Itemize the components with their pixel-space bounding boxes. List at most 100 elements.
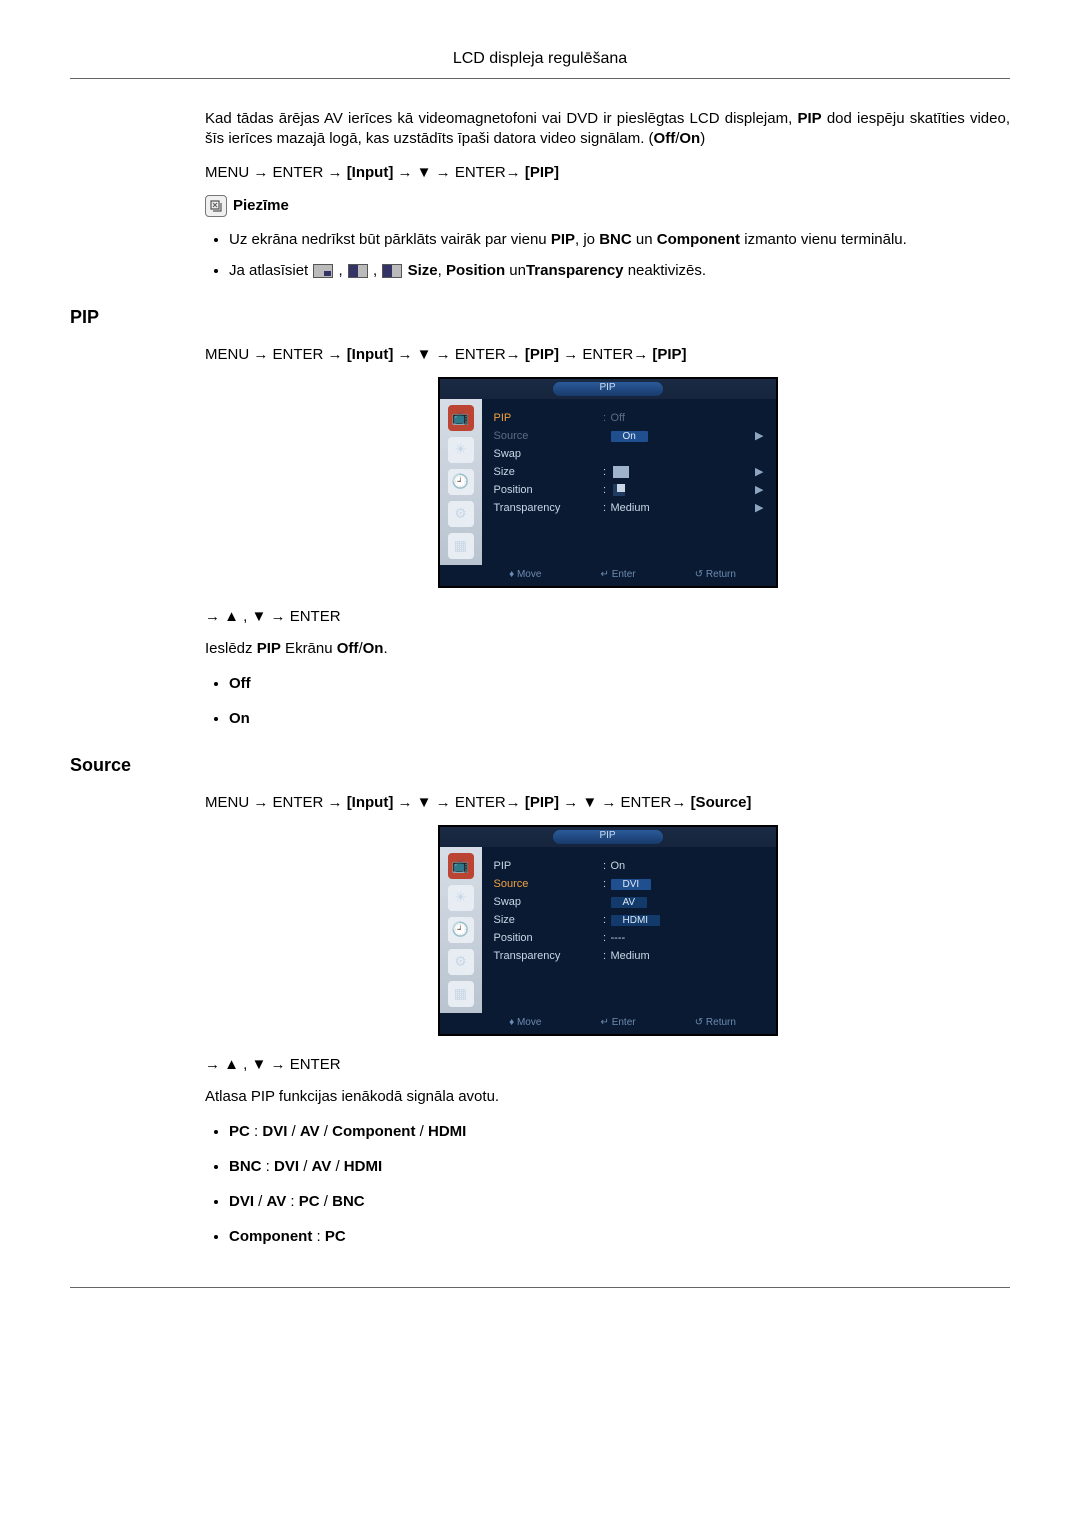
nav-pip-label: [PIP] (525, 346, 559, 363)
nav-text: → ▼ → ENTER→ (393, 346, 525, 363)
size-word: Size (403, 262, 437, 279)
osd-footer-enter: ↵ Enter (601, 569, 636, 580)
text: un (505, 262, 526, 279)
nav-sequence-3: MENU → ENTER → [Input] → ▼ → ENTER→ [PIP… (205, 794, 1010, 811)
pip-word: PIP (257, 640, 281, 657)
pip-desc: Ieslēdz PIP Ekrānu Off/On. (205, 639, 1010, 659)
sidebar-sound-icon: 🕘 (448, 917, 474, 943)
content-area: Kad tādas ārējas AV ierīces kā videomagn… (205, 109, 1010, 1247)
osd-footer-enter: ↵ Enter (601, 1017, 636, 1028)
nav-sequence-2: MENU → ENTER → [Input] → ▼ → ENTER→ [PIP… (205, 346, 1010, 363)
list-item-off: Off (229, 673, 1010, 694)
osd-row-pip: PIP (494, 860, 599, 872)
note-item-2: Ja atlasīsiet , , Size, Position unTrans… (229, 260, 1010, 281)
text: izmanto vienu terminālu. (740, 231, 907, 248)
page: LCD displeja regulēšana Kad tādas ārējas… (0, 0, 1080, 1348)
nav-input-label: [Input] (347, 794, 394, 811)
osd-row-transparency: Transparency (494, 950, 599, 962)
sidebar-setup-icon: ⚙ (448, 501, 474, 527)
osd-row-swap: Swap (494, 896, 599, 908)
source-options-list: PC : DVI / AV / Component / HDMI BNC : D… (205, 1121, 1010, 1247)
osd-val-on: On (611, 431, 648, 442)
list-item-bnc: BNC : DVI / AV / HDMI (229, 1156, 1010, 1177)
intro-on: On (679, 130, 700, 147)
list-item-dvi-av: DVI / AV : PC / BNC (229, 1191, 1010, 1212)
note-item-1: Uz ekrāna nedrīkst būt pārklāts vairāk p… (229, 229, 1010, 250)
osd-row-position: Position (494, 932, 599, 944)
text: . (383, 640, 387, 657)
intro-text: Kad tādas ārējas AV ierīces kā videomagn… (205, 110, 797, 127)
osd-footer-return: ↺ Return (695, 569, 736, 580)
nav-text: MENU → ENTER → (205, 164, 347, 181)
sidebar-picture-icon: ☀ (448, 885, 474, 911)
osd-footer: ♦ Move ↵ Enter ↺ Return (440, 1013, 776, 1034)
osd-val-off: Off (611, 412, 750, 424)
component-word: Component (657, 231, 740, 248)
pip-size-icon-3 (382, 264, 402, 278)
osd-footer-move: ♦ Move (509, 569, 541, 580)
position-glyph-icon (613, 484, 625, 496)
intro-pip: PIP (797, 110, 821, 127)
note-icon (205, 195, 227, 217)
intro-close: ) (700, 130, 705, 147)
list-item-on: On (229, 708, 1010, 729)
on-word: On (363, 640, 384, 657)
sidebar-setup-icon: ⚙ (448, 949, 474, 975)
osd-footer-return: ↺ Return (695, 1017, 736, 1028)
text: Uz ekrāna nedrīkst būt pārklāts vairāk p… (229, 231, 551, 248)
chevron-right-icon: ▶ (750, 429, 764, 442)
osd-val-medium: Medium (611, 950, 750, 962)
osd-titlebar: PIP (440, 379, 776, 399)
text: Ja atlasīsiet (229, 262, 312, 279)
osd-main: PIP:Off SourceOn▶ Swap Size:▶ Position:▶… (482, 399, 776, 565)
footer-rule (70, 1287, 1010, 1288)
osd-val-dashes: ---- (611, 932, 750, 944)
pip-options-list: Off On (205, 673, 1010, 729)
osd-footer: ♦ Move ↵ Enter ↺ Return (440, 565, 776, 586)
osd-val-on: On (611, 860, 750, 872)
pip-word: PIP (551, 231, 575, 248)
list-item-component: Component : PC (229, 1226, 1010, 1247)
osd-val-dvi: DVI (611, 879, 652, 890)
section-heading-pip: PIP (70, 307, 1010, 328)
osd-row-source: Source (494, 878, 599, 890)
osd-row-size: Size (494, 914, 599, 926)
nav-text: MENU → ENTER → (205, 346, 347, 363)
page-header: LCD displeja regulēšana (70, 50, 1010, 79)
text: un (632, 231, 657, 248)
text: Ekrānu (281, 640, 337, 657)
sidebar-input-icon: 📺 (448, 853, 474, 879)
note-label: Piezīme (233, 197, 289, 214)
size-glyph-icon (613, 466, 629, 478)
list-item-pc: PC : DVI / AV / Component / HDMI (229, 1121, 1010, 1142)
chevron-right-icon: ▶ (750, 501, 764, 514)
osd-val-medium: Medium (611, 502, 750, 514)
text: , (438, 262, 446, 279)
text: , jo (575, 231, 599, 248)
sidebar-sound-icon: 🕘 (448, 469, 474, 495)
sidebar-multi-icon: ▦ (448, 981, 474, 1007)
intro-off: Off (654, 130, 676, 147)
nav-source-label: [Source] (691, 794, 752, 811)
osd-title: PIP (440, 830, 776, 841)
osd-row-pip: PIP (494, 412, 599, 424)
osd-footer-move: ♦ Move (509, 1017, 541, 1028)
osd-sidebar: 📺 ☀ 🕘 ⚙ ▦ (440, 847, 482, 1013)
nav-text: MENU → ENTER → (205, 794, 347, 811)
nav-arrows-2: → ▲ , ▼ → ENTER (205, 1056, 1010, 1073)
osd-title: PIP (440, 382, 776, 393)
nav-input-label: [Input] (347, 346, 394, 363)
note-header: Piezīme (205, 195, 1010, 217)
bnc-word: BNC (599, 231, 632, 248)
osd-row-swap: Swap (494, 448, 599, 460)
osd-screenshot-1: PIP 📺 ☀ 🕘 ⚙ ▦ PIP:Off SourceOn▶ Swap Siz… (205, 377, 1010, 588)
osd-val-av: AV (611, 897, 648, 908)
osd-main: PIP:On Source:DVI SwapAV Size:HDMI Posit… (482, 847, 776, 1013)
osd-row-transparency: Transparency (494, 502, 599, 514)
chevron-right-icon: ▶ (750, 465, 764, 478)
transparency-word: Transparency (526, 262, 624, 279)
nav-pip-label: [PIP] (525, 794, 559, 811)
nav-text: → ▼ → ENTER→ (393, 164, 525, 181)
nav-text: → ▼ → ENTER→ (559, 794, 691, 811)
osd-row-source: Source (494, 430, 599, 442)
